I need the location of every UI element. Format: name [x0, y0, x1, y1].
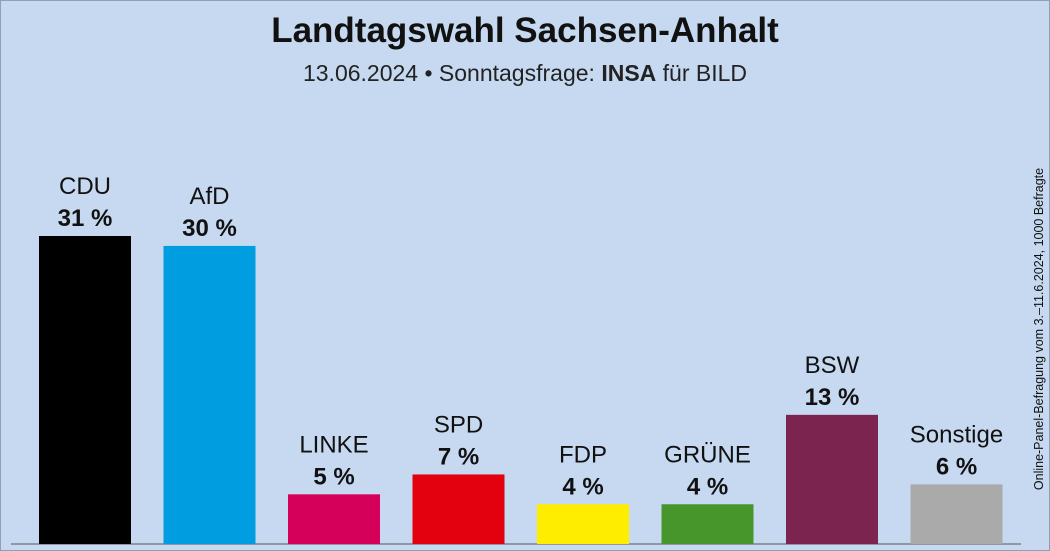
category-label-spd: SPD — [434, 411, 483, 438]
value-label-linke: 5 % — [313, 463, 354, 490]
value-label-spd: 7 % — [438, 443, 479, 470]
subtitle-client: für BILD — [662, 60, 748, 86]
bar-fdp — [537, 504, 629, 544]
bar-sonstige — [910, 484, 1003, 544]
bar-spd — [412, 474, 505, 544]
category-label-sonstige: Sonstige — [910, 421, 1003, 448]
category-label-fdp: FDP — [559, 441, 607, 468]
category-label-cdu: CDU — [59, 173, 111, 200]
category-label-afd: AfD — [189, 183, 229, 210]
chart-subtitle: 13.06.2024 • Sonntagsfrage: INSA für BIL… — [1, 60, 1049, 87]
value-label-afd: 30 % — [182, 215, 237, 242]
bar-cdu — [39, 236, 131, 544]
value-label-fdp: 4 % — [562, 473, 603, 500]
bar-gr-ne — [661, 504, 754, 544]
value-label-bsw: 13 % — [805, 384, 860, 411]
value-label-gr-ne: 4 % — [687, 473, 728, 500]
bar-afd — [163, 245, 256, 544]
category-label-gr-ne: GRÜNE — [664, 441, 751, 468]
chart-title: Landtagswahl Sachsen-Anhalt — [271, 11, 779, 50]
value-label-sonstige: 6 % — [936, 453, 977, 480]
bar-linke — [288, 494, 380, 544]
category-label-bsw: BSW — [805, 352, 860, 379]
subtitle-institute: INSA — [601, 60, 657, 86]
subtitle-date: 13.06.2024 • Sonntagsfrage: — [302, 60, 595, 86]
bar-bsw — [786, 414, 878, 544]
value-label-cdu: 31 % — [58, 205, 113, 232]
category-label-linke: LINKE — [299, 431, 368, 458]
